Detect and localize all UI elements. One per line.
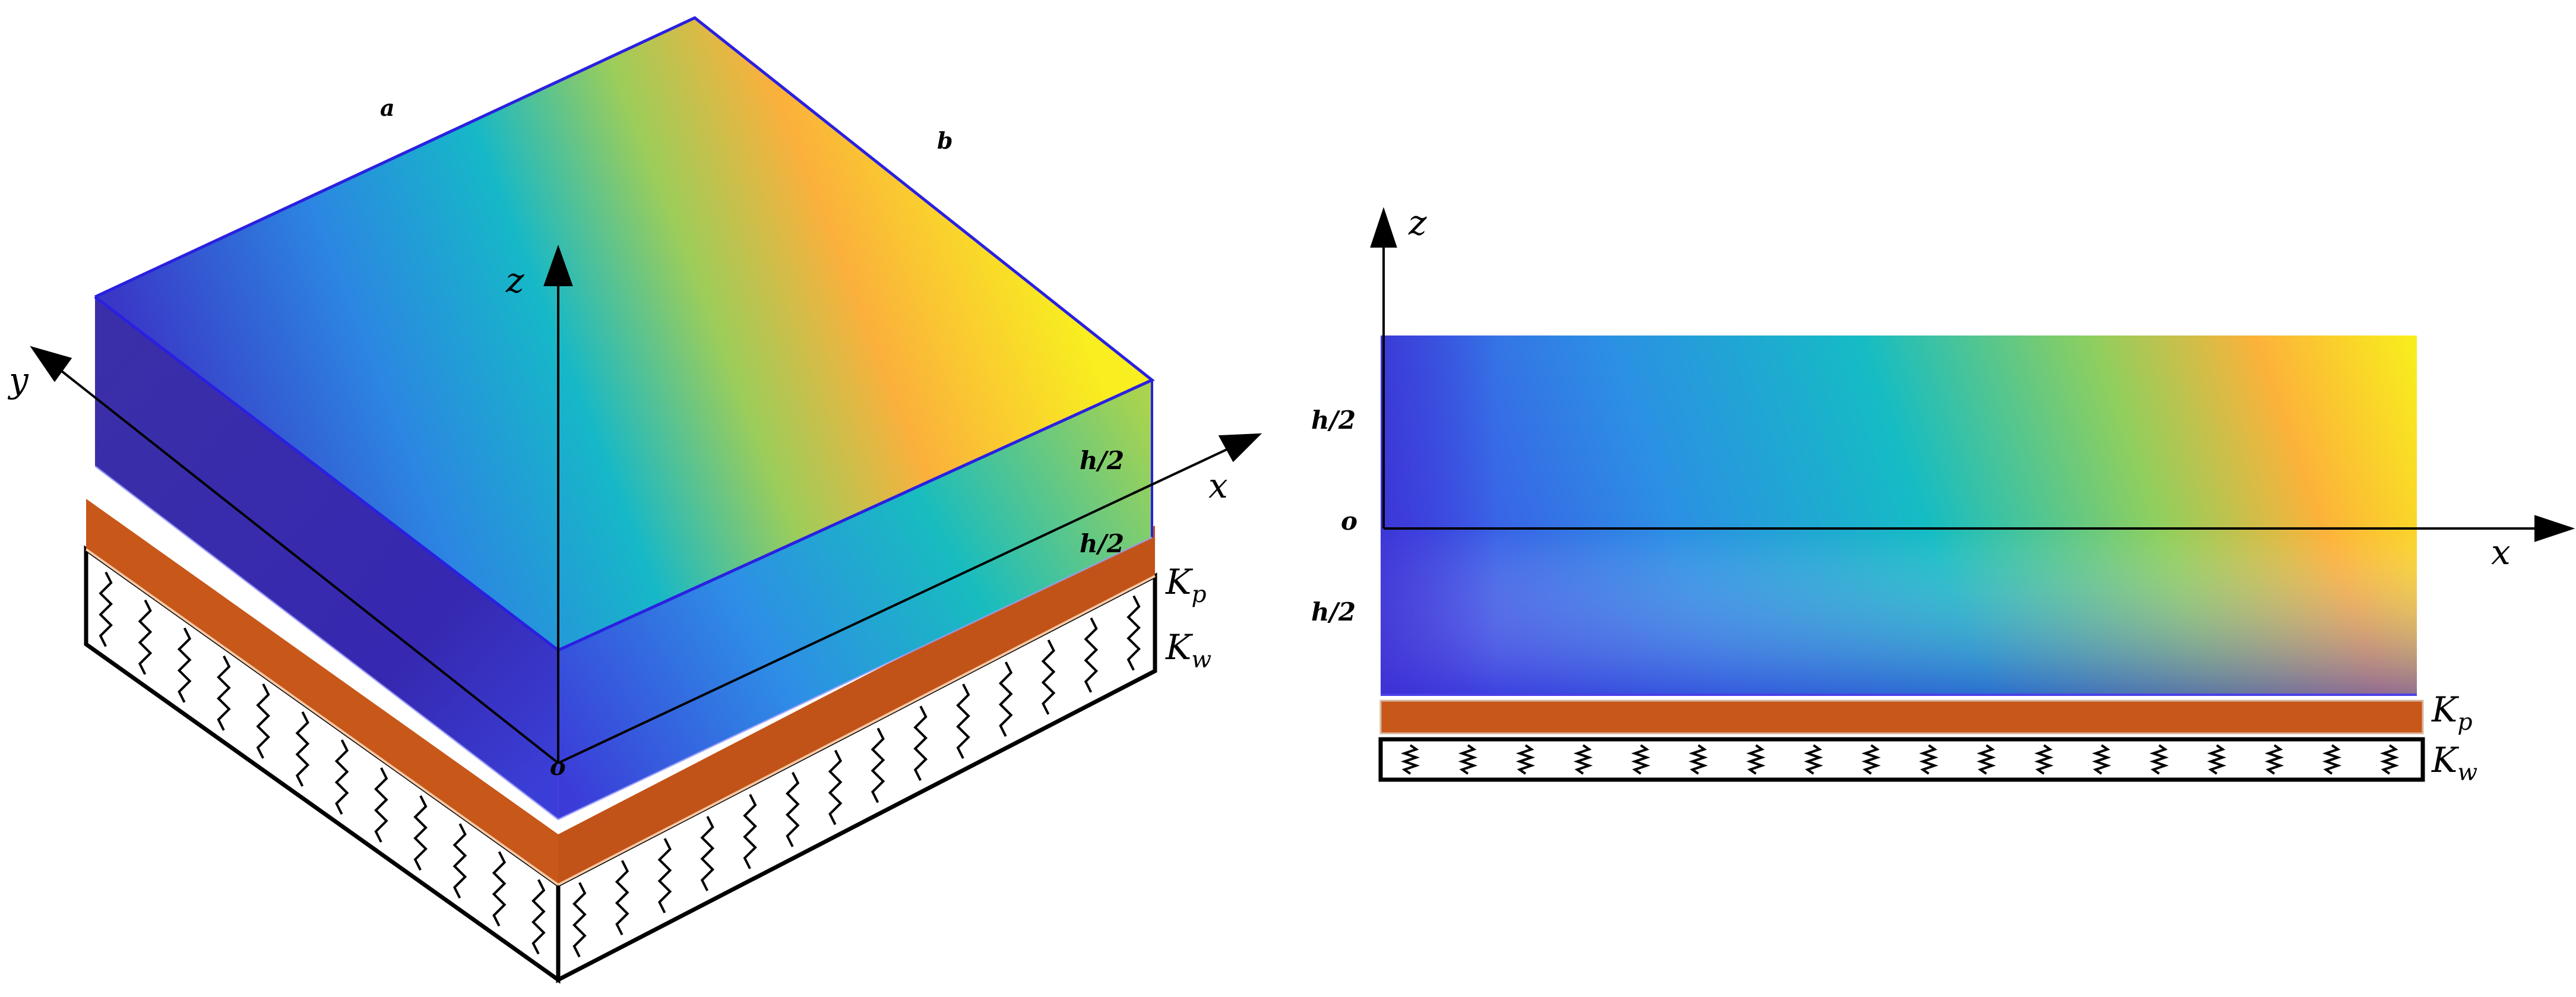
spring (1631, 744, 1651, 775)
spring (785, 771, 800, 847)
spring (2379, 744, 2400, 775)
spring (1688, 744, 1708, 775)
spring (217, 655, 231, 731)
origin-label: o (550, 753, 566, 781)
z-axis-label: z (505, 260, 524, 300)
spring (2207, 744, 2227, 775)
spring (657, 838, 672, 914)
winkler-foundation-section (1378, 737, 2425, 782)
y-axis-label: y (7, 360, 29, 400)
spring (295, 711, 310, 787)
spring (2322, 744, 2342, 775)
pasternak-layer-3d (85, 499, 1156, 886)
spring (1084, 617, 1099, 693)
x-axis-label: x (1208, 466, 1228, 506)
spring (531, 879, 546, 955)
spring (2091, 744, 2112, 775)
fg-plate-3d (94, 16, 1155, 821)
spring (1919, 744, 1939, 775)
winkler-springs-right (572, 595, 1141, 958)
spring (998, 661, 1013, 737)
spring (99, 571, 113, 647)
winkler-foundation-3d (84, 545, 1157, 984)
spring (615, 860, 629, 936)
spring (177, 627, 192, 703)
spring (138, 599, 153, 675)
pasternak-left-face (86, 499, 558, 885)
edge-a-label: a (380, 94, 395, 121)
z-axis-arrowhead (543, 245, 573, 286)
axes-3d (30, 245, 1262, 764)
x-axis (558, 447, 1230, 764)
y-axis-arrowhead (30, 346, 72, 382)
spring (913, 705, 928, 781)
spring (413, 795, 428, 871)
winkler-label: Kw (1165, 627, 1211, 673)
x-axis-label-2d: x (2491, 532, 2511, 572)
z-axis-label-2d: z (1408, 202, 1427, 243)
winkler-springs-section (1400, 744, 2400, 775)
spring (871, 727, 885, 803)
spring (334, 739, 349, 815)
spring (452, 823, 467, 899)
spring (572, 882, 587, 958)
x-axis-arrowhead (1218, 433, 1262, 463)
origin-label-2d: o (1341, 507, 1357, 536)
spring (1573, 744, 1593, 775)
isometric-plate-view: a b z y x o h/2 h/2 Kp Kw (7, 16, 1262, 984)
half-thickness-top-label-2d: h/2 (1311, 406, 1356, 435)
axes-2d (1370, 207, 2575, 542)
spring (2264, 744, 2284, 775)
pasternak-label-2d: Kp (2431, 689, 2473, 736)
edge-b-label: b (937, 127, 953, 154)
plate-top-face (95, 18, 1152, 650)
pasternak-label: Kp (1165, 562, 1207, 608)
spring (256, 683, 270, 759)
z-axis-2d-arrowhead (1370, 207, 1397, 248)
spring (1400, 744, 1420, 775)
spring (1861, 744, 1881, 775)
spring (1458, 744, 1478, 775)
x-axis-2d-arrowhead (2534, 515, 2575, 542)
spring (2034, 744, 2054, 775)
spring (828, 749, 843, 825)
winkler-springs-left (99, 571, 546, 955)
pasternak-layer-section (1379, 700, 2424, 735)
spring (1515, 744, 1536, 775)
spring (743, 793, 757, 869)
spring (1803, 744, 1824, 775)
winkler-label-2d: Kw (2431, 740, 2477, 786)
pasternak-right-face (558, 526, 1155, 885)
half-thickness-bottom-label: h/2 (1080, 529, 1124, 558)
spring (1041, 639, 1056, 715)
spring (1976, 744, 1996, 775)
spring (1746, 744, 1766, 775)
spring (2149, 744, 2169, 775)
plate-left-face (95, 297, 558, 819)
plate-right-face (558, 380, 1152, 819)
spring (492, 851, 507, 927)
spring (956, 683, 970, 759)
cross-section-view: z x o h/2 h/2 Kp Kw (1311, 202, 2575, 786)
spring (1126, 595, 1141, 671)
spring (700, 816, 715, 891)
half-thickness-bottom-label-2d: h/2 (1311, 597, 1356, 626)
half-thickness-top-label: h/2 (1080, 446, 1124, 475)
y-axis (55, 366, 559, 764)
spring (374, 767, 388, 843)
